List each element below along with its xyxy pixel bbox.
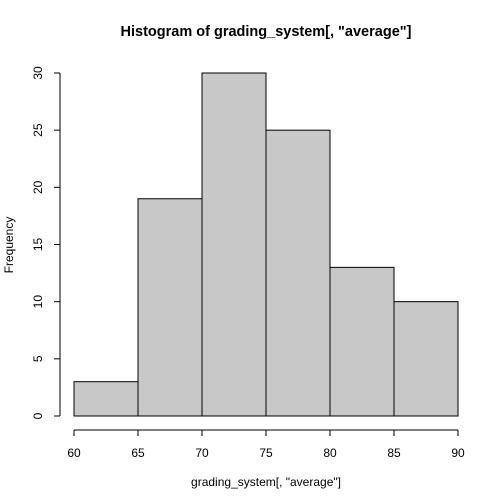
y-tick-label-15: 15 [31,238,45,252]
bar-80-85 [329,266,395,417]
x-tick-label-70: 70 [195,446,209,460]
y-tick-label-30: 30 [31,66,45,80]
y-axis-label: Frequency [2,217,16,274]
x-tick-label-75: 75 [259,446,273,460]
x-axis: 60 65 70 75 80 85 90 [67,429,465,460]
bar-65-70 [137,198,203,417]
y-tick-label-5: 5 [31,355,45,362]
y-tick-label-0: 0 [31,412,45,419]
y-tick-label-20: 20 [31,180,45,194]
y-tick-label-10: 10 [31,295,45,309]
bar-85-90 [393,301,459,417]
bar-60-65 [73,381,139,417]
x-tick-label-60: 60 [67,446,81,460]
x-tick-label-80: 80 [323,446,337,460]
x-tick-label-85: 85 [387,446,401,460]
chart-title: Histogram of grading_system[, "average"] [121,24,412,40]
x-tick-label-90: 90 [451,446,465,460]
x-axis-label: grading_system[, "average"] [191,475,341,489]
bar-75-80 [265,129,331,417]
bar-70-75 [201,72,267,417]
y-tick-label-25: 25 [31,123,45,137]
x-tick-label-65: 65 [131,446,145,460]
bars-group [73,72,459,417]
y-axis: 0 5 10 15 20 25 30 [31,66,61,419]
